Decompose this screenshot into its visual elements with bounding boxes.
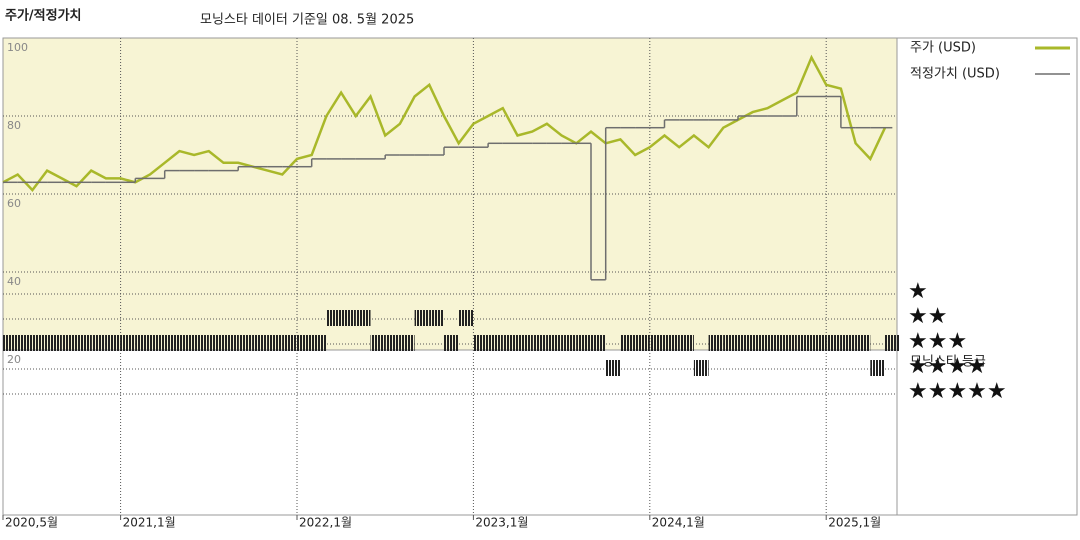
y-tick-label: 40 bbox=[7, 275, 21, 288]
rating-panel bbox=[2, 349, 898, 516]
rating-bar bbox=[135, 335, 150, 351]
rating-bar bbox=[635, 335, 650, 351]
rating-bar bbox=[488, 335, 503, 351]
rating-bar bbox=[855, 335, 871, 351]
rating-bar bbox=[47, 335, 62, 351]
rating-bar bbox=[91, 335, 106, 351]
rating-bar bbox=[179, 335, 195, 351]
rating-bar bbox=[591, 335, 606, 351]
rating-bar bbox=[561, 335, 577, 351]
rating-bar bbox=[282, 335, 297, 351]
rating-bar bbox=[164, 335, 180, 351]
rating-bar bbox=[723, 335, 738, 351]
y-tick-label: 60 bbox=[7, 197, 21, 210]
rating-bar bbox=[3, 335, 18, 351]
rating-bar bbox=[473, 335, 489, 351]
x-tick-label: 2021,1월 bbox=[123, 516, 176, 530]
chart-title: 주가/적정가치 bbox=[5, 8, 82, 24]
rating-label: ★★★★ bbox=[908, 354, 987, 379]
rating-bar bbox=[252, 335, 268, 351]
rating-bar bbox=[870, 360, 885, 376]
rating-bar bbox=[385, 335, 400, 351]
rating-bar bbox=[576, 335, 591, 351]
rating-bar bbox=[341, 310, 356, 326]
rating-bar bbox=[32, 335, 48, 351]
y-tick-label: 100 bbox=[7, 41, 28, 54]
rating-bar bbox=[150, 335, 165, 351]
rating-bar bbox=[546, 335, 562, 351]
y-tick-label: 80 bbox=[7, 119, 21, 132]
rating-bar bbox=[649, 335, 665, 351]
rating-bar bbox=[532, 335, 547, 351]
frame bbox=[2, 37, 1078, 516]
rating-bar bbox=[840, 335, 856, 351]
legend-label: 적정가치 (USD) bbox=[910, 67, 1000, 82]
rating-bar bbox=[120, 335, 136, 351]
rating-bar bbox=[267, 335, 283, 351]
rating-bar bbox=[811, 335, 827, 351]
rating-bar bbox=[208, 335, 224, 351]
rating-bar bbox=[796, 335, 812, 351]
rating-bar bbox=[297, 335, 312, 351]
x-tick-label: 2020,5월 bbox=[5, 516, 58, 530]
rating-bar bbox=[826, 335, 841, 351]
legend-label: 주가 (USD) bbox=[910, 41, 976, 56]
x-tick-label: 2022,1월 bbox=[299, 516, 352, 530]
rating-bar bbox=[767, 335, 783, 351]
rating-bar bbox=[517, 335, 533, 351]
rating-bar bbox=[605, 360, 621, 376]
rating-label: ★ bbox=[908, 279, 928, 304]
rating-bar bbox=[311, 335, 327, 351]
rating-title: 모닝스타 등급 bbox=[910, 355, 986, 370]
rating-bar bbox=[752, 335, 768, 351]
rating-bar bbox=[679, 335, 694, 351]
rating-bar bbox=[238, 335, 253, 351]
rating-bar bbox=[708, 335, 724, 351]
rating-bar bbox=[782, 335, 797, 351]
rating-bar bbox=[414, 310, 430, 326]
rating-bar bbox=[355, 310, 371, 326]
x-tick-label: 2025,1월 bbox=[828, 516, 881, 530]
y-tick-label: 20 bbox=[7, 353, 21, 366]
rating-bar bbox=[444, 335, 459, 351]
rating-bar bbox=[664, 335, 680, 351]
rating-label: ★★★ bbox=[908, 329, 967, 354]
x-tick-label: 2024,1월 bbox=[652, 516, 705, 530]
rating-bar bbox=[620, 335, 636, 351]
rating-bar bbox=[738, 335, 753, 351]
rating-label: ★★ bbox=[908, 304, 947, 329]
chart-subtitle: 모닝스타 데이터 기준일 08. 5월 2025 bbox=[200, 13, 414, 28]
rating-bar bbox=[693, 360, 709, 376]
rating-bar bbox=[17, 335, 33, 351]
rating-bar bbox=[326, 310, 342, 326]
rating-bar bbox=[429, 310, 444, 326]
rating-bar bbox=[370, 335, 386, 351]
rating-bar bbox=[399, 335, 415, 351]
rating-bar bbox=[885, 335, 900, 351]
x-tick-label: 2023,1월 bbox=[475, 516, 528, 530]
rating-label: ★★★★★ bbox=[908, 379, 1007, 404]
rating-bar bbox=[105, 335, 121, 351]
rating-bar bbox=[223, 335, 239, 351]
rating-bar bbox=[502, 335, 518, 351]
rating-bar bbox=[458, 310, 474, 326]
rating-bar bbox=[76, 335, 92, 351]
rating-bar bbox=[194, 335, 209, 351]
rating-bar bbox=[61, 335, 77, 351]
